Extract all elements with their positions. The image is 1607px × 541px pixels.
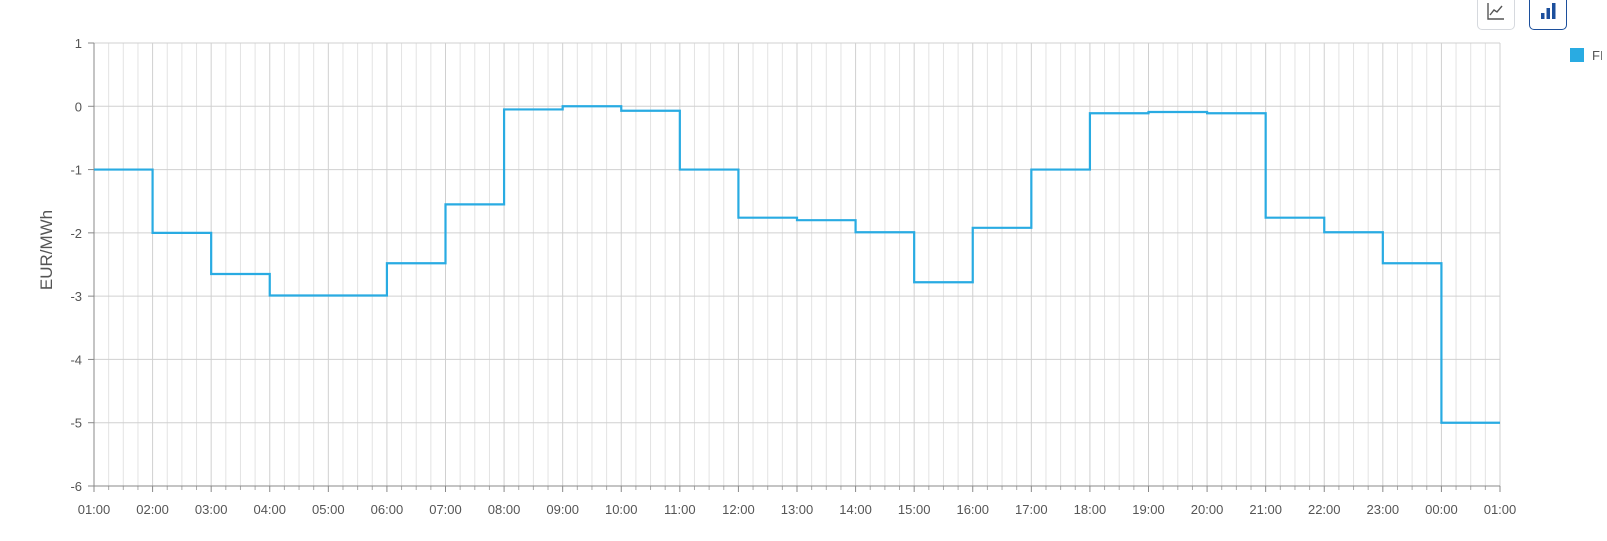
legend-swatch xyxy=(1570,48,1584,62)
legend-label: FI xyxy=(1592,47,1602,63)
x-tick-label: 02:00 xyxy=(136,502,169,517)
series-line-fi xyxy=(94,105,1500,424)
x-tick-label: 14:00 xyxy=(839,502,872,517)
x-tick-label: 11:00 xyxy=(664,502,696,517)
legend: FI xyxy=(1570,45,1602,65)
x-tick-label: 10:00 xyxy=(605,502,638,517)
y-tick-label: 0 xyxy=(75,99,82,114)
x-tick-label: 01:00 xyxy=(1484,502,1517,517)
x-tick-label: 09:00 xyxy=(546,502,579,517)
y-tick-label: -3 xyxy=(70,289,82,304)
x-tick-label: 16:00 xyxy=(956,502,989,517)
y-tick-label: -6 xyxy=(70,479,82,494)
y-tick-label: -5 xyxy=(70,416,82,431)
line-chart-icon xyxy=(1487,3,1504,20)
x-tick-label: 17:00 xyxy=(1015,502,1048,517)
x-tick-label: 04:00 xyxy=(253,502,286,517)
chart-type-toolbar xyxy=(1477,0,1607,32)
y-tick-label: -2 xyxy=(70,226,82,241)
x-tick-label: 23:00 xyxy=(1367,502,1400,517)
x-tick-label: 08:00 xyxy=(488,502,521,517)
x-tick-label: 00:00 xyxy=(1425,502,1458,517)
y-tick-label: -4 xyxy=(70,352,82,367)
y-tick-label: 1 xyxy=(75,36,82,51)
bar-chart-icon xyxy=(1541,3,1556,19)
x-tick-label: 19:00 xyxy=(1132,502,1165,517)
x-tick-label: 06:00 xyxy=(371,502,404,517)
x-tick-label: 20:00 xyxy=(1191,502,1224,517)
x-tick-label: 18:00 xyxy=(1074,502,1107,517)
x-tick-label: 05:00 xyxy=(312,502,345,517)
x-tick-label: 21:00 xyxy=(1249,502,1282,517)
x-tick-label: 01:00 xyxy=(78,502,111,517)
x-tick-label: 07:00 xyxy=(429,502,462,517)
y-tick-label: -1 xyxy=(70,163,82,178)
x-tick-label: 22:00 xyxy=(1308,502,1341,517)
x-tick-label: 03:00 xyxy=(195,502,228,517)
x-tick-label: 12:00 xyxy=(722,502,755,517)
x-tick-label: 15:00 xyxy=(898,502,931,517)
bar-chart-button[interactable] xyxy=(1529,0,1567,30)
x-tick-label: 13:00 xyxy=(781,502,814,517)
line-chart-button[interactable] xyxy=(1477,0,1515,30)
